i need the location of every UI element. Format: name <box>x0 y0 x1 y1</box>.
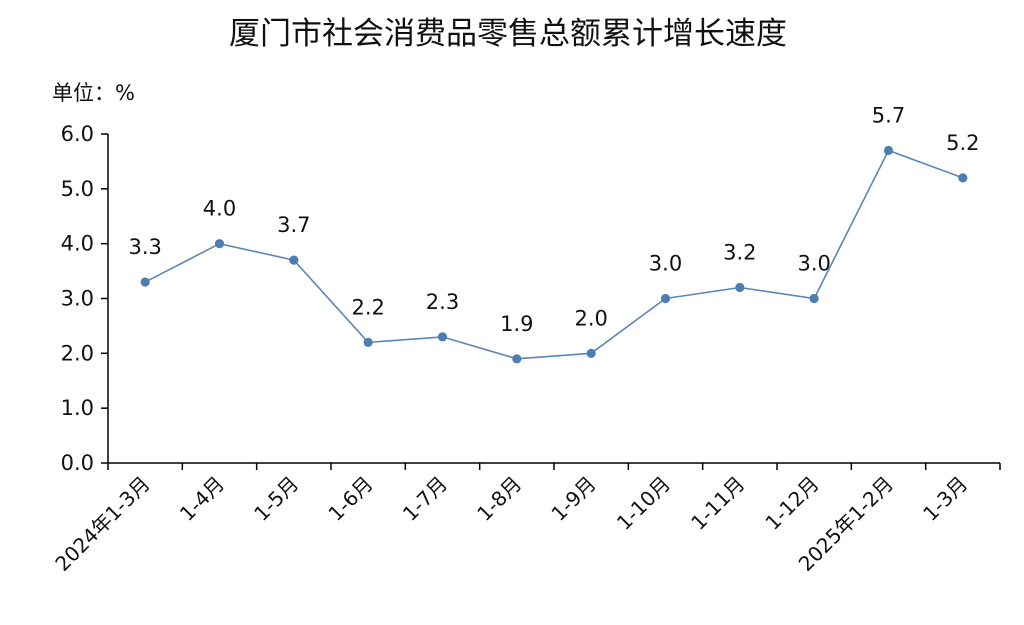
data-point <box>809 293 819 304</box>
data-labels: 3.3 4.0 3.7 2.2 2.3 1.9 2.0 3.0 3.2 3.0 5.7 5.2 <box>128 103 979 335</box>
y-tick-label: 3.0 <box>61 287 94 311</box>
data-point <box>660 293 671 304</box>
unit-label: 单位：% <box>52 81 135 105</box>
x-tick-label: 1-9月 <box>546 472 600 526</box>
data-label: 1.9 <box>500 312 533 336</box>
data-point <box>883 145 894 156</box>
x-tick-label: 1-5月 <box>249 472 303 526</box>
chart-title: 厦门市社会消费品零售总额累计增长速度 <box>229 16 787 52</box>
data-point <box>214 239 225 249</box>
axes <box>107 134 1000 464</box>
data-label: 3.3 <box>128 235 161 259</box>
data-label: 3.7 <box>277 213 310 237</box>
data-label: 4.0 <box>203 197 236 221</box>
data-label: 2.3 <box>426 290 459 314</box>
x-tick-label: 1-8月 <box>472 472 526 526</box>
y-tick-label: 1.0 <box>61 396 94 420</box>
data-point <box>363 337 373 347</box>
data-label: 5.7 <box>872 103 905 127</box>
y-tick-label: 5.0 <box>61 177 94 201</box>
x-tick-label: 1-7月 <box>398 472 452 526</box>
data-point <box>140 277 150 287</box>
y-tick-label: 4.0 <box>61 232 94 256</box>
y-axis-ticks: 0.0 1.0 2.0 3.0 4.0 5.0 6.0 <box>61 122 108 475</box>
y-tick-label: 0.0 <box>61 451 94 475</box>
series-group <box>140 145 968 364</box>
data-point <box>735 282 745 293</box>
data-label: 3.0 <box>797 252 830 276</box>
data-point <box>586 348 596 358</box>
x-tick-label: 1-10月 <box>612 472 675 535</box>
data-label: 2.2 <box>351 295 384 319</box>
x-tick-label: 1-3月 <box>918 472 972 526</box>
y-tick-label: 2.0 <box>61 341 94 365</box>
data-point <box>437 332 448 342</box>
data-label: 5.2 <box>946 131 979 155</box>
x-tick-label: 1-12月 <box>760 472 823 535</box>
x-axis-ticks: 2024年1-3月 1-4月 1-5月 1-6月 1-7月 1-8月 1-9月 1-10月 1-… <box>50 463 1001 576</box>
y-tick-label: 6.0 <box>61 122 94 146</box>
data-label: 2.0 <box>574 306 607 330</box>
data-point <box>289 255 299 265</box>
data-point <box>958 173 968 183</box>
data-label: 3.0 <box>649 252 682 276</box>
series-line <box>144 149 964 360</box>
x-tick-label: 1-11月 <box>686 472 749 535</box>
x-tick-label: 1-6月 <box>323 472 377 526</box>
x-tick-label: 2024年1-3月 <box>50 472 154 576</box>
data-point <box>512 354 522 364</box>
data-label: 3.2 <box>723 241 756 265</box>
x-tick-label: 1-4月 <box>175 472 229 526</box>
